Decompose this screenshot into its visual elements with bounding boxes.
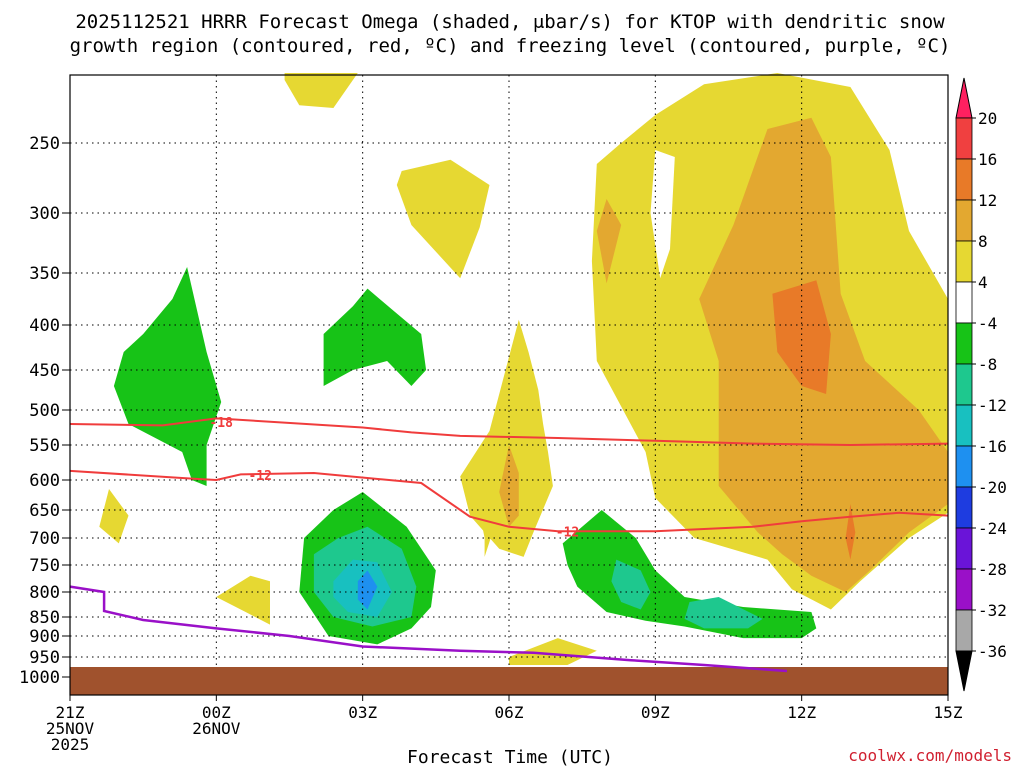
- colorbar-tick-label: -12: [978, 396, 1007, 415]
- x-tick-label: 21Z: [56, 703, 85, 722]
- y-tick-label: 800: [29, 583, 60, 603]
- x-tick-label: 00Z: [202, 703, 231, 722]
- y-tick-label: 600: [29, 471, 60, 491]
- omega-region-12: [772, 280, 831, 394]
- dgz-contour-label: -12: [248, 469, 271, 484]
- y-tick-label: 500: [29, 401, 60, 421]
- colorbar-segment: [955, 445, 973, 488]
- y-tick-label: 450: [29, 361, 60, 381]
- omega-region-10: [596, 199, 622, 284]
- colorbar-tick-label: 4: [978, 273, 988, 292]
- omega-region-11: [499, 445, 519, 527]
- colorbar-tick-label: -28: [978, 560, 1007, 579]
- terrain-fill: [70, 667, 948, 695]
- colorbar-tick-label: -4: [978, 314, 997, 333]
- colorbar-segment: [955, 486, 973, 529]
- omega-region-19: [611, 559, 651, 610]
- colorbar-segment: [955, 363, 973, 406]
- plot-area: -18 -12 -12: [69, 73, 949, 696]
- omega-region-15: [323, 288, 427, 386]
- terrain-layer: [70, 667, 948, 695]
- colorbar-tick-label: -16: [978, 437, 1007, 456]
- dgz-contour-label: -18: [209, 416, 233, 431]
- omega-region-4: [460, 319, 553, 557]
- colorbar-segment: [955, 527, 973, 570]
- x-axis-label: Forecast Time (UTC): [407, 747, 613, 768]
- colorbar-tick-label: -8: [978, 355, 997, 374]
- colorbar-segment: [955, 199, 973, 242]
- omega-region-14: [113, 267, 222, 486]
- colorbar-segment: [955, 281, 973, 324]
- y-tick-label: 850: [29, 608, 60, 628]
- colorbar-tick-label: 20: [978, 109, 997, 128]
- y-tick-label: 400: [29, 316, 60, 336]
- y-tick-label: 250: [29, 134, 60, 154]
- x-tick-label: 15Z: [934, 703, 963, 722]
- omega-region-1: [396, 159, 490, 279]
- chart-title-line1: 2025112521 HRRR Forecast Omega (shaded, …: [75, 11, 945, 33]
- colorbar-tick-label: 8: [978, 232, 988, 251]
- y-tick-label: 1000: [19, 668, 60, 688]
- colorbar-segment: [955, 609, 973, 652]
- omega-region-20: [684, 597, 763, 629]
- y-tick-label: 700: [29, 529, 60, 549]
- y-tick-label: 550: [29, 436, 60, 456]
- x-tick-label: 2025: [51, 735, 90, 754]
- y-tick-label: 650: [29, 501, 60, 521]
- omega-shading: [99, 73, 948, 665]
- colorbar-tick-label: -36: [978, 642, 1007, 661]
- contour-layer: -18 -12 -12: [69, 416, 949, 673]
- y-axis-ticks: 2503003504004505005506006507007508008509…: [19, 134, 70, 688]
- colorbar-segment: [955, 322, 973, 365]
- colorbar-segment: [955, 240, 973, 283]
- x-tick-label: 03Z: [348, 703, 377, 722]
- x-tick-label: 12Z: [787, 703, 816, 722]
- dgz-contour-label: -12: [556, 525, 579, 540]
- colorbar-tick-label: -20: [978, 478, 1007, 497]
- y-tick-label: 900: [29, 627, 60, 647]
- colorbar-tick-label: 16: [978, 150, 997, 169]
- y-tick-label: 350: [29, 264, 60, 284]
- omega-region-17: [562, 510, 817, 639]
- y-tick-label: 300: [29, 204, 60, 224]
- colorbar: 20 16 12 8 4 -4 -8 -12 -16 -20 -24 -28 -32 -36: [955, 77, 1007, 692]
- x-tick-label: 06Z: [495, 703, 524, 722]
- x-tick-label: 09Z: [641, 703, 670, 722]
- omega-region-13: [845, 504, 856, 560]
- colorbar-bottom-arrow: [955, 650, 973, 692]
- colorbar-segment: [955, 404, 973, 447]
- colorbar-tick-label: -32: [978, 601, 1007, 620]
- omega-region-8: [650, 150, 675, 279]
- y-tick-label: 750: [29, 556, 60, 576]
- colorbar-tick-label: -24: [978, 519, 1007, 538]
- omega-region-0: [284, 73, 358, 108]
- colorbar-segment: [955, 568, 973, 611]
- credit-text: coolwx.com/models: [848, 746, 1012, 765]
- omega-region-7: [509, 638, 597, 665]
- x-tick-label: 25NOV: [46, 719, 95, 738]
- dgz-contour-0: [69, 417, 949, 447]
- colorbar-segment: [955, 117, 973, 160]
- omega-region-5: [99, 489, 129, 544]
- x-tick-label: 26NOV: [192, 719, 241, 738]
- dgz-contour-1: [69, 469, 949, 533]
- colorbar-top-arrow: [955, 77, 973, 119]
- omega-region-6: [216, 575, 270, 625]
- freezing-level-contour: [69, 585, 788, 673]
- colorbar-tick-label: 12: [978, 191, 997, 210]
- colorbar-segment: [955, 158, 973, 201]
- omega-region-22: [357, 570, 378, 610]
- chart-title-line2: growth region (contoured, red, ºC) and f…: [70, 35, 951, 57]
- y-tick-label: 950: [29, 648, 60, 668]
